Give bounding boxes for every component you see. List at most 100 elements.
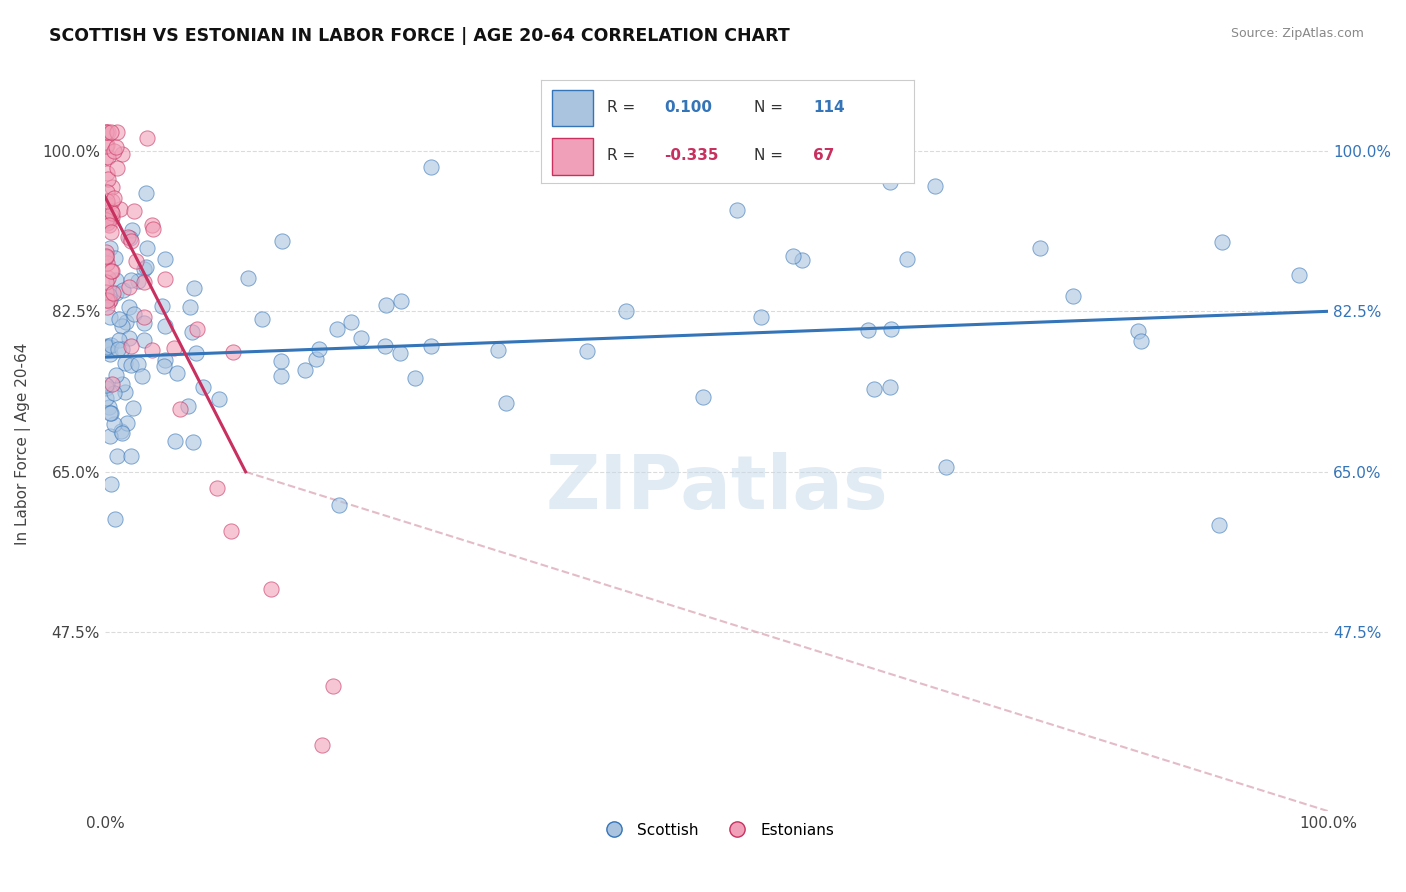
Point: [105, 161, 128, 175]
Point: [96, 216, 118, 230]
Point: [208, 392, 231, 406]
Point: [107, 311, 129, 326]
Point: [153, 352, 176, 367]
Point: [97, 294, 120, 309]
Text: N =: N =: [754, 148, 783, 162]
Point: [104, 251, 127, 265]
Point: [120, 273, 142, 287]
Point: [117, 230, 139, 244]
Point: [349, 331, 371, 345]
Point: [294, 362, 316, 376]
Point: [100, 225, 122, 239]
Point: [108, 333, 131, 347]
Point: [141, 343, 163, 357]
Point: [96, 276, 118, 290]
Point: [103, 191, 125, 205]
Text: 114: 114: [813, 101, 845, 115]
Point: [122, 204, 145, 219]
Point: [124, 307, 146, 321]
Point: [101, 194, 124, 208]
Point: [96, 166, 118, 180]
Point: [152, 299, 174, 313]
Point: [120, 450, 142, 464]
Point: [101, 210, 124, 224]
Point: [111, 283, 134, 297]
Point: [98, 347, 121, 361]
Point: [110, 147, 132, 161]
Point: [692, 390, 714, 404]
Point: [186, 322, 208, 336]
Point: [105, 449, 128, 463]
Text: N =: N =: [754, 101, 783, 115]
Point: [924, 179, 946, 194]
Point: [100, 180, 122, 194]
Text: SCOTTISH VS ESTONIAN IN LABOR FORCE | AGE 20-64 CORRELATION CHART: SCOTTISH VS ESTONIAN IN LABOR FORCE | AG…: [49, 27, 790, 45]
Point: [97, 400, 120, 414]
Point: [118, 331, 141, 345]
Point: [111, 377, 134, 392]
Point: [169, 402, 191, 417]
Point: [260, 582, 283, 596]
Point: [96, 285, 118, 300]
Point: [328, 498, 350, 512]
Point: [100, 206, 122, 220]
Point: [104, 368, 127, 383]
FancyBboxPatch shape: [553, 89, 593, 127]
Point: [222, 345, 245, 359]
Point: [614, 304, 637, 318]
Point: [118, 279, 141, 293]
Legend: Scottish, Estonians: Scottish, Estonians: [593, 817, 839, 844]
Point: [96, 293, 118, 307]
Point: [96, 378, 118, 392]
Point: [179, 301, 201, 315]
Point: [97, 126, 120, 140]
Point: [97, 271, 120, 285]
Point: [96, 250, 118, 264]
Point: [153, 319, 176, 334]
Point: [120, 358, 142, 372]
Point: [100, 429, 122, 443]
Point: [155, 271, 177, 285]
Point: [97, 150, 120, 164]
Point: [374, 339, 396, 353]
Text: 67: 67: [813, 148, 835, 162]
Point: [96, 138, 118, 153]
Point: [96, 255, 118, 269]
Point: [100, 203, 122, 218]
Point: [97, 215, 120, 229]
Point: [98, 293, 121, 308]
Point: [1029, 241, 1052, 255]
Point: [181, 326, 204, 340]
Point: [96, 126, 118, 140]
Text: -0.335: -0.335: [664, 148, 718, 162]
Point: [100, 477, 122, 491]
Point: [120, 234, 142, 248]
Point: [115, 416, 138, 430]
Point: [375, 298, 398, 312]
Point: [104, 140, 127, 154]
Text: 0.100: 0.100: [664, 101, 713, 115]
Point: [142, 222, 165, 236]
Point: [1062, 289, 1084, 303]
Point: [103, 417, 125, 431]
Point: [107, 342, 129, 356]
Point: [118, 230, 141, 244]
Point: [104, 273, 127, 287]
Point: [97, 172, 120, 186]
Point: [858, 323, 880, 337]
Point: [389, 293, 412, 308]
Point: [96, 197, 118, 211]
Point: [103, 145, 125, 159]
Point: [879, 175, 901, 189]
Y-axis label: In Labor Force | Age 20-64: In Labor Force | Age 20-64: [15, 343, 31, 546]
Point: [311, 738, 333, 752]
Point: [136, 131, 159, 145]
Point: [114, 384, 136, 399]
Point: [132, 333, 155, 347]
Point: [270, 234, 292, 248]
FancyBboxPatch shape: [553, 137, 593, 175]
Point: [96, 249, 118, 263]
Point: [420, 160, 443, 174]
Point: [111, 319, 134, 334]
Point: [183, 280, 205, 294]
